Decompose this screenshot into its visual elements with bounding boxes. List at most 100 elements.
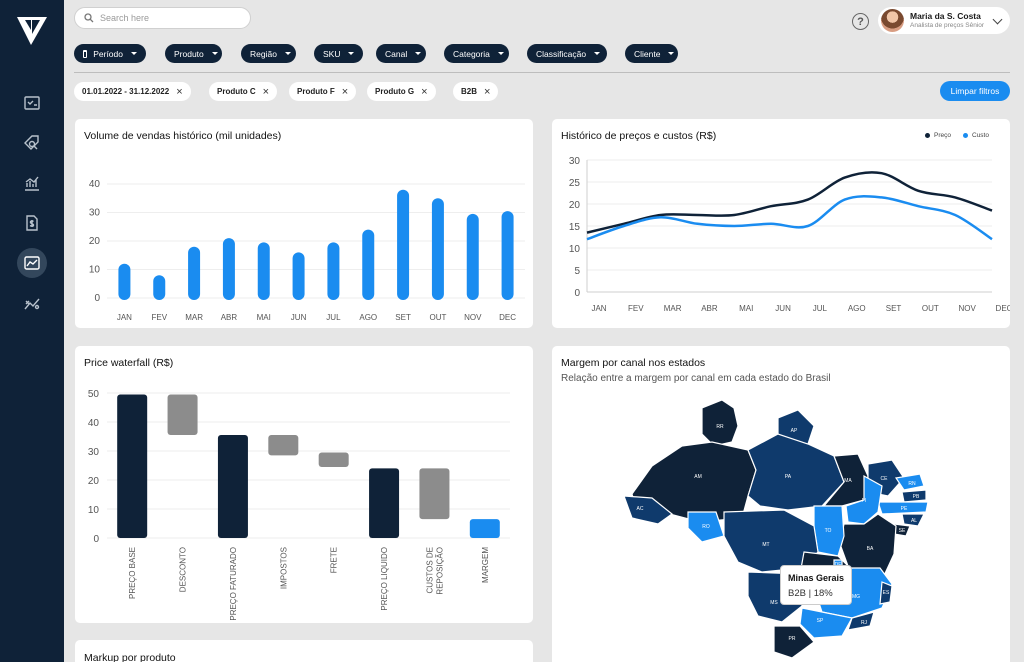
x-tick-label: DESCONTO — [179, 547, 188, 592]
state-label: BA — [867, 546, 874, 552]
bar — [222, 238, 235, 300]
x-tick-label: DEC — [996, 304, 1010, 313]
waterfall-bar — [369, 468, 400, 538]
close-icon[interactable]: × — [262, 85, 270, 98]
tooltip-title: Minas Gerais — [788, 573, 845, 583]
state-label: MT — [762, 542, 769, 548]
close-icon[interactable]: × — [484, 85, 491, 98]
caret-down-icon — [284, 52, 291, 55]
state-ac[interactable] — [623, 495, 673, 525]
y-tick-label: 10 — [88, 505, 100, 516]
help-icon[interactable]: ? — [852, 13, 869, 30]
close-icon[interactable]: × — [341, 85, 349, 98]
filter-label: Período — [93, 48, 123, 59]
state-sp[interactable] — [799, 607, 853, 639]
y-tick-label: 30 — [89, 208, 101, 219]
filter-sku[interactable]: SKU — [314, 44, 363, 63]
state-pr[interactable] — [773, 625, 815, 659]
x-tick-label: JUL — [813, 304, 828, 313]
filter-regiao[interactable]: Região — [241, 44, 296, 63]
y-tick-label: 30 — [569, 156, 581, 167]
state-rj[interactable] — [847, 611, 875, 631]
map-subtitle: Relação entre a margem por canal em cada… — [561, 373, 831, 384]
price-history-title: Histórico de preços e custos (R$) — [561, 130, 717, 142]
series-line-custo — [586, 195, 993, 241]
bar — [257, 242, 270, 300]
x-tick-label: JUN — [775, 304, 791, 313]
bar — [466, 213, 479, 300]
filter-label: Classificação — [536, 48, 587, 59]
legend-label: Custo — [972, 132, 989, 139]
nav-trend[interactable] — [17, 168, 47, 198]
state-rr[interactable] — [701, 399, 739, 447]
x-tick-label: IMPOSTOS — [279, 547, 288, 589]
search-box — [74, 7, 251, 29]
state-label: PI — [862, 498, 867, 504]
filter-produto[interactable]: Produto — [165, 44, 222, 63]
y-tick-label: 20 — [88, 476, 100, 487]
x-tick-label: DEC — [499, 313, 516, 322]
close-icon[interactable]: × — [421, 85, 428, 98]
y-tick-label: 0 — [94, 293, 100, 304]
state-ma[interactable] — [822, 453, 869, 507]
user-menu[interactable]: Maria da S. Costa Analista de preços Sên… — [878, 7, 1010, 34]
nav-dollar-doc[interactable] — [17, 208, 47, 238]
y-tick-label: 0 — [574, 288, 580, 299]
state-label: AC — [637, 506, 644, 512]
x-tick-label: JAN — [117, 313, 132, 322]
filter-label: Canal — [385, 48, 408, 59]
map-card: Margem por canal nos estados Relação ent… — [552, 346, 1010, 662]
bar — [292, 252, 305, 300]
state-al[interactable] — [901, 513, 925, 527]
nav-tag-search[interactable] — [17, 128, 47, 158]
nav-area-chart[interactable] — [17, 248, 47, 278]
avatar — [881, 9, 904, 32]
state-pb[interactable] — [901, 489, 927, 503]
y-tick-label: 5 — [574, 266, 580, 277]
state-rn[interactable] — [894, 473, 925, 491]
y-tick-label: 40 — [88, 418, 100, 429]
x-tick-label: PREÇO FATURADO — [229, 547, 238, 621]
x-tick-label: NOV — [464, 313, 482, 322]
filter-label: Produto — [174, 48, 204, 59]
nav-checklist[interactable] — [17, 88, 47, 118]
dollar-doc-icon — [26, 215, 38, 231]
markup-title: Markup por produto — [84, 652, 176, 662]
bar — [397, 189, 410, 300]
state-pe[interactable] — [877, 501, 929, 515]
filter-periodo[interactable]: Período — [74, 44, 146, 63]
x-tick-label: MAR — [664, 304, 682, 313]
state-label: RO — [702, 524, 710, 530]
chip-date-range: 01.01.2022 - 31.12.2022 × — [74, 82, 191, 101]
clear-filters-button[interactable]: Limpar filtros — [940, 81, 1010, 101]
caret-down-icon — [348, 52, 355, 55]
state-label: MG — [852, 594, 860, 600]
x-tick-label: JUL — [326, 313, 341, 322]
checklist-icon — [24, 96, 40, 110]
x-tick-label: SET — [886, 304, 902, 313]
filter-categoria[interactable]: Categoria — [444, 44, 509, 63]
state-label: PB — [913, 494, 920, 500]
price-history-card: Histórico de preços e custos (R$) 0 5 10 15… — [552, 119, 1010, 328]
nav-scatter[interactable] — [17, 288, 47, 318]
chip-label: Produto G — [375, 87, 415, 96]
chip-label: B2B — [461, 87, 478, 96]
chip-produto-f: Produto F × — [289, 82, 357, 101]
bar — [501, 211, 514, 300]
search-input[interactable] — [100, 13, 240, 23]
user-role: Analista de preços Sênior — [910, 21, 985, 29]
state-label: SE — [899, 528, 906, 534]
state-ba[interactable] — [839, 513, 897, 585]
y-tick-label: 25 — [569, 178, 581, 189]
state-label: SP — [817, 618, 824, 624]
filter-cliente[interactable]: Cliente — [625, 44, 678, 63]
state-ro[interactable] — [687, 511, 725, 543]
waterfall-title: Price waterfall (R$) — [84, 357, 174, 369]
chevron-down-icon[interactable] — [992, 14, 1003, 25]
filter-canal[interactable]: Canal — [376, 44, 426, 63]
filter-classificacao[interactable]: Classificação — [527, 44, 607, 63]
close-icon[interactable]: × — [176, 85, 183, 98]
x-tick-label: FEV — [628, 304, 644, 313]
state-es[interactable] — [879, 581, 893, 605]
state-pi[interactable] — [845, 474, 883, 525]
